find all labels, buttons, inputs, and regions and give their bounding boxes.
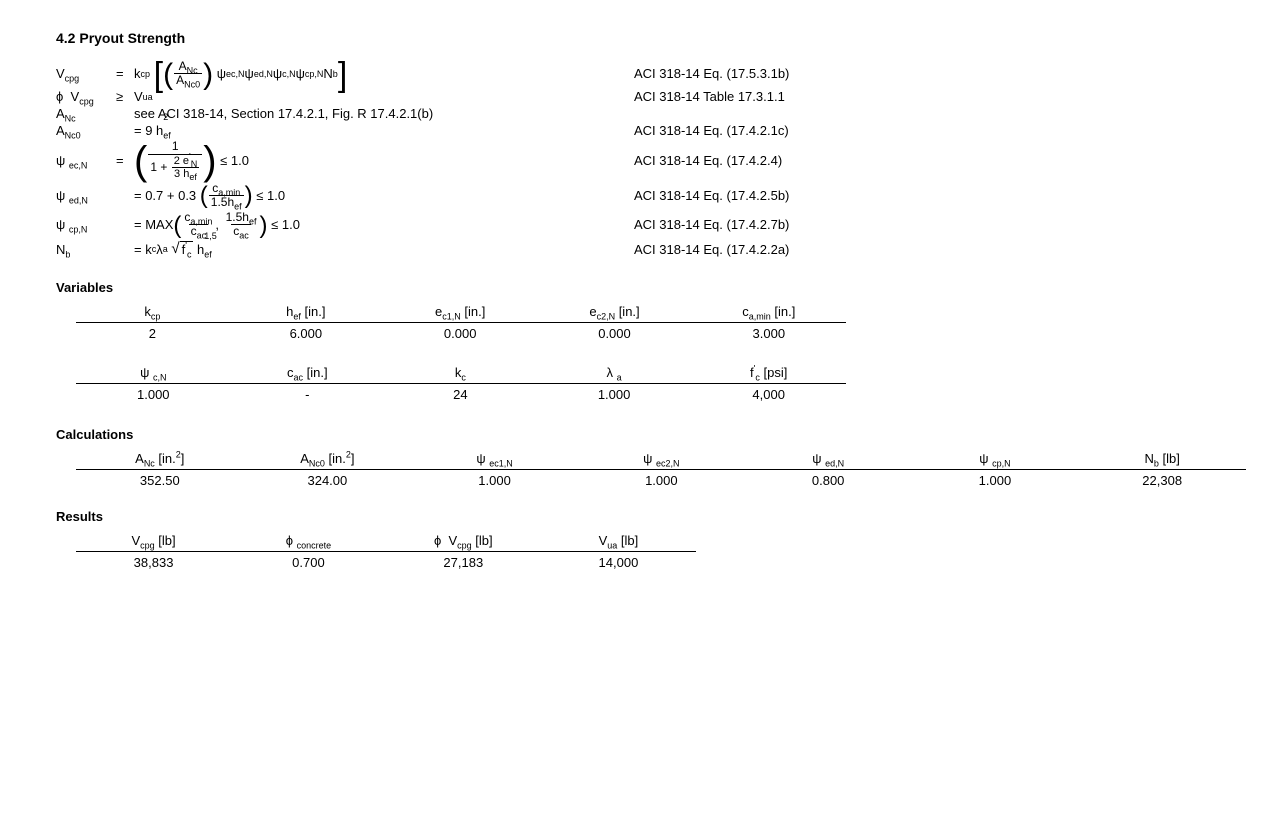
eq-vcpg: Vcpg = kcp [ ( ANcANc0 ) ψ ec,N ψ ed,N ψ…	[56, 60, 1232, 87]
cell: 0.000	[383, 323, 537, 345]
cell: 324.00	[244, 470, 412, 492]
cell: 1.000	[912, 470, 1079, 492]
cell: 1.000	[411, 470, 578, 492]
eq-anc0: ANc0 = 9 h2ef ACI 318-14 Eq. (17.4.2.1c)	[56, 123, 1232, 138]
cell: 4,000	[691, 384, 846, 406]
cell: 352.50	[76, 470, 244, 492]
eq-psi-ec: ψ ec,N = ( 1 1 + 2 e'N3 hef ) ≤ 1.0 ACI …	[56, 140, 1232, 179]
eq-ref: ACI 318-14 Eq. (17.4.2.4)	[634, 153, 782, 168]
eq-psi-cp: ψ cp,N = MAX ( ca,mincac , 1.5hefcac ) ≤…	[56, 211, 1232, 238]
cell: 3.000	[692, 323, 846, 345]
calculations-table: ANc [in.2] ANc0 [in.2] ψ ec1,N ψ ec2,N ψ…	[76, 448, 1246, 491]
cell: 6.000	[229, 323, 383, 345]
eq-ref: ACI 318-14 Eq. (17.4.2.5b)	[634, 188, 789, 203]
eq-ref: ACI 318-14 Eq. (17.4.2.7b)	[634, 217, 789, 232]
variables-table-1: kcp hef [in.] ec1,N [in.] ec2,N [in.] ca…	[76, 301, 846, 344]
results-table: Vcpg [lb] ϕ concrete ϕ Vcpg [lb] Vua [lb…	[76, 530, 696, 573]
cell: 38,833	[76, 552, 231, 574]
section-title: 4.2 Pryout Strength	[56, 30, 1232, 46]
cell: 24	[384, 384, 537, 406]
cell: 0.800	[745, 470, 912, 492]
cell: 27,183	[386, 552, 541, 574]
results-heading: Results	[56, 509, 1232, 524]
eq-ref: ACI 318-14 Eq. (17.5.3.1b)	[634, 66, 789, 81]
eq-nb: Nb = kc λ a √f'c h1,5ef ACI 318-14 Eq. (…	[56, 241, 1232, 259]
eq-ref: ACI 318-14 Table 17.3.1.1	[634, 89, 785, 104]
cell: 0.700	[231, 552, 386, 574]
cell: 0.000	[537, 323, 691, 345]
variables-heading: Variables	[56, 280, 1232, 295]
cell: 14,000	[541, 552, 696, 574]
eq-anc: ANc see ACI 318-14, Section 17.4.2.1, Fi…	[56, 106, 1232, 121]
cell: 2	[76, 323, 229, 345]
variables-table-2: ψ c,N cac [in.] kc λ a f'c [psi] 1.000 -…	[76, 362, 846, 405]
eq-phi-check: ϕ Vcpg ≥ Vua ACI 318-14 Table 17.3.1.1	[56, 89, 1232, 104]
calculations-heading: Calculations	[56, 427, 1232, 442]
cell: 22,308	[1078, 470, 1246, 492]
cell: 1.000	[537, 384, 692, 406]
eq-ref: ACI 318-14 Eq. (17.4.2.2a)	[634, 242, 789, 257]
cell: 1.000	[578, 470, 745, 492]
eq-ref: ACI 318-14 Eq. (17.4.2.1c)	[634, 123, 789, 138]
cell: 1.000	[76, 384, 231, 406]
eq-psi-ed: ψ ed,N = 0.7 + 0.3 ( ca,min1.5hef ) ≤ 1.…	[56, 182, 1232, 209]
cell: -	[231, 384, 384, 406]
